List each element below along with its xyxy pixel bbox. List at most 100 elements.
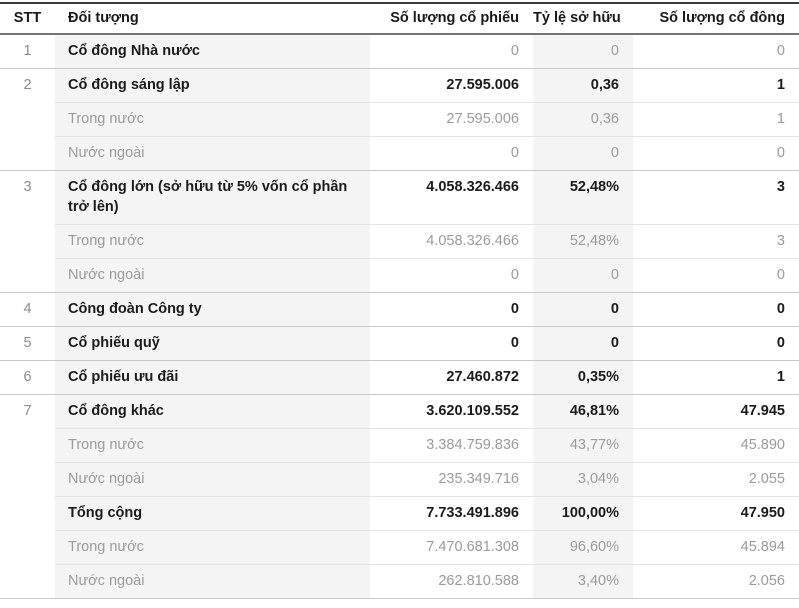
column-header-so-luong-co-dong: Số lượng cổ đông [633, 2, 799, 35]
cell-ratio: 0 [533, 34, 633, 69]
cell-label: Cổ đông lớn (sở hữu từ 5% vốn cổ phần tr… [55, 170, 370, 225]
cell-label: Cổ đông Nhà nước [55, 34, 370, 69]
cell-holders: 3 [633, 224, 799, 259]
cell-stt: 2 [0, 68, 55, 103]
cell-stt [0, 136, 55, 171]
cell-stt: 3 [0, 170, 55, 225]
cell-ratio: 0,36 [533, 68, 633, 103]
cell-stt [0, 258, 55, 293]
cell-ratio: 52,48% [533, 224, 633, 259]
table-row: Trong nước 4.058.326.466 52,48% 3 [0, 224, 799, 259]
cell-ratio: 96,60% [533, 530, 633, 565]
table-row: Nước ngoài 0 0 0 [0, 258, 799, 293]
cell-shares: 0 [370, 136, 533, 171]
table-row: 4 Công đoàn Công ty 0 0 0 [0, 292, 799, 327]
cell-label: Nước ngoài [55, 462, 370, 497]
table-row: 6 Cổ phiếu ưu đãi 27.460.872 0,35% 1 [0, 360, 799, 395]
cell-holders: 45.894 [633, 530, 799, 565]
cell-holders: 45.890 [633, 428, 799, 463]
cell-holders: 1 [633, 68, 799, 103]
cell-label: Cổ phiếu ưu đãi [55, 360, 370, 395]
cell-stt [0, 462, 55, 497]
cell-ratio: 43,77% [533, 428, 633, 463]
cell-stt: 6 [0, 360, 55, 395]
cell-ratio: 0 [533, 258, 633, 293]
cell-ratio: 100,00% [533, 496, 633, 531]
cell-shares: 235.349.716 [370, 462, 533, 497]
cell-label: Cổ đông khác [55, 394, 370, 429]
table-row: 7 Cổ đông khác 3.620.109.552 46,81% 47.9… [0, 394, 799, 429]
cell-shares: 27.595.006 [370, 68, 533, 103]
cell-stt [0, 102, 55, 137]
cell-label: Trong nước [55, 102, 370, 137]
cell-label: Tổng cộng [55, 496, 370, 531]
table-row: 3 Cổ đông lớn (sở hữu từ 5% vốn cổ phần … [0, 170, 799, 225]
table-row-total: Tổng cộng 7.733.491.896 100,00% 47.950 [0, 496, 799, 531]
header-row: STT Đối tượng Số lượng cổ phiếu Tỷ lệ sở… [0, 2, 799, 35]
cell-stt [0, 428, 55, 463]
cell-label: Trong nước [55, 530, 370, 565]
cell-holders: 47.945 [633, 394, 799, 429]
cell-shares: 4.058.326.466 [370, 224, 533, 259]
cell-label: Cổ phiếu quỹ [55, 326, 370, 361]
cell-holders: 0 [633, 34, 799, 69]
cell-ratio: 0,36 [533, 102, 633, 137]
cell-holders: 0 [633, 292, 799, 327]
cell-stt: 1 [0, 34, 55, 69]
cell-holders: 1 [633, 360, 799, 395]
cell-label: Trong nước [55, 428, 370, 463]
cell-ratio: 0,35% [533, 360, 633, 395]
cell-ratio: 3,04% [533, 462, 633, 497]
cell-shares: 3.620.109.552 [370, 394, 533, 429]
cell-shares: 27.460.872 [370, 360, 533, 395]
cell-shares: 4.058.326.466 [370, 170, 533, 225]
cell-shares: 7.733.491.896 [370, 496, 533, 531]
cell-shares: 27.595.006 [370, 102, 533, 137]
table-row: Trong nước 3.384.759.836 43,77% 45.890 [0, 428, 799, 463]
table-row: Trong nước 27.595.006 0,36 1 [0, 102, 799, 137]
cell-holders: 0 [633, 258, 799, 293]
table-row: Nước ngoài 0 0 0 [0, 136, 799, 171]
cell-ratio: 52,48% [533, 170, 633, 225]
table-row: Nước ngoài 262.810.588 3,40% 2.056 [0, 564, 799, 599]
cell-ratio: 0 [533, 136, 633, 171]
cell-label: Công đoàn Công ty [55, 292, 370, 327]
cell-ratio: 0 [533, 292, 633, 327]
cell-shares: 0 [370, 326, 533, 361]
cell-holders: 47.950 [633, 496, 799, 531]
cell-shares: 0 [370, 292, 533, 327]
cell-stt: 5 [0, 326, 55, 361]
cell-stt [0, 564, 55, 599]
table-row: Trong nước 7.470.681.308 96,60% 45.894 [0, 530, 799, 565]
cell-ratio: 46,81% [533, 394, 633, 429]
cell-ratio: 3,40% [533, 564, 633, 599]
table-row: 1 Cổ đông Nhà nước 0 0 0 [0, 34, 799, 69]
cell-label: Nước ngoài [55, 136, 370, 171]
cell-shares: 0 [370, 258, 533, 293]
cell-ratio: 0 [533, 326, 633, 361]
cell-shares: 7.470.681.308 [370, 530, 533, 565]
cell-label: Trong nước [55, 224, 370, 259]
cell-stt [0, 496, 55, 531]
cell-shares: 262.810.588 [370, 564, 533, 599]
column-header-stt: STT [0, 2, 55, 35]
column-header-doi-tuong: Đối tượng [55, 2, 370, 35]
cell-holders: 1 [633, 102, 799, 137]
cell-holders: 2.055 [633, 462, 799, 497]
cell-holders: 2.056 [633, 564, 799, 599]
cell-label: Cổ đông sáng lập [55, 68, 370, 103]
cell-holders: 0 [633, 136, 799, 171]
cell-stt [0, 224, 55, 259]
cell-holders: 0 [633, 326, 799, 361]
table-row: 5 Cổ phiếu quỹ 0 0 0 [0, 326, 799, 361]
cell-holders: 3 [633, 170, 799, 225]
table-row: Nước ngoài 235.349.716 3,04% 2.055 [0, 462, 799, 497]
cell-label: Nước ngoài [55, 258, 370, 293]
cell-shares: 3.384.759.836 [370, 428, 533, 463]
table-row: 2 Cổ đông sáng lập 27.595.006 0,36 1 [0, 68, 799, 103]
column-header-so-luong-co-phieu: Số lượng cổ phiếu [370, 2, 533, 35]
cell-stt: 7 [0, 394, 55, 429]
column-header-ty-le-so-huu: Tỷ lệ sở hữu [533, 2, 633, 35]
